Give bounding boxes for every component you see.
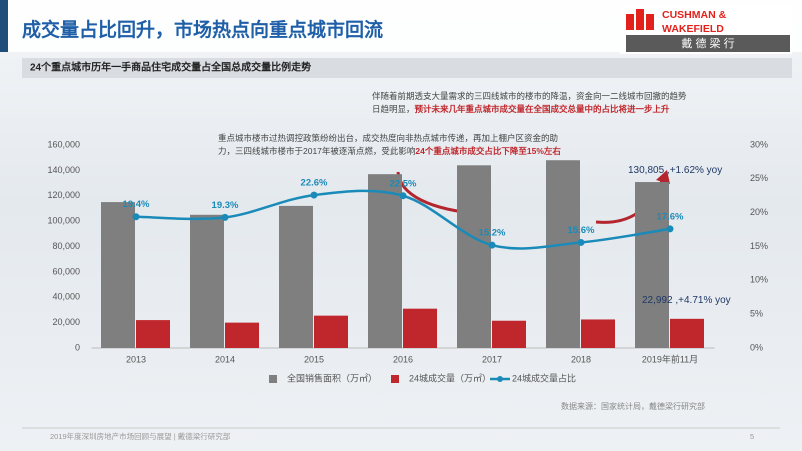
tick-label: 0 — [75, 342, 80, 352]
annotation: 重点城市楼市过热调控政策纷纷出台，成交热度向非热点城市传递，再加上棚户区资金的助… — [218, 132, 570, 158]
bar — [546, 160, 580, 348]
tick-label: 15% — [750, 241, 768, 251]
tick-label: 160,000 — [47, 139, 80, 149]
line-point — [666, 225, 674, 233]
subtitle-band — [22, 58, 792, 78]
data-label: 22.5% — [390, 178, 417, 189]
legend-label: 24城成交量（万㎡） — [409, 372, 491, 383]
annotation: 伴随着前期透支大量需求的三四线城市的楼市的降温，资金向一二线城市回撤的趋势日趋明… — [372, 90, 692, 116]
tick-label: 20,000 — [52, 317, 80, 327]
data-label: 22.6% — [301, 178, 328, 189]
x-tick-label: 2018 — [571, 354, 591, 364]
tick-label: 5% — [750, 309, 763, 319]
legend-label: 24城成交量占比 — [512, 372, 576, 383]
bar — [581, 319, 615, 348]
accent — [0, 0, 8, 52]
tick-label: 100,000 — [47, 216, 80, 226]
logo-text: CUSHMAN & — [662, 9, 727, 21]
data-label: 15.6% — [568, 225, 595, 236]
line-point — [399, 192, 407, 200]
bar — [136, 320, 170, 348]
page-number: 5 — [750, 432, 754, 441]
bar — [403, 308, 437, 348]
bar — [314, 315, 348, 348]
annotation: 130,805 ,+1.62% yoy — [628, 165, 723, 176]
x-tick-label: 2014 — [215, 354, 235, 364]
legend-swatch — [269, 375, 277, 383]
x-tick-label: 2013 — [126, 354, 146, 364]
arrow-head — [656, 170, 670, 184]
x-tick-label: 2019年前11月 — [642, 353, 698, 364]
legend-swatch — [497, 376, 503, 382]
source: 数据来源：国家统计局，戴德梁行研究部 — [561, 401, 705, 411]
x-tick-label: 2015 — [304, 354, 324, 364]
bar — [225, 322, 259, 348]
tick-label: 120,000 — [47, 190, 80, 200]
logo-cn: 戴 德 梁 行 — [681, 36, 734, 50]
data-label: 19.3% — [212, 200, 239, 211]
tick-label: 60,000 — [52, 266, 80, 276]
bar — [635, 182, 669, 348]
tick-label: 10% — [750, 275, 768, 285]
tick-label: 25% — [750, 173, 768, 183]
bar — [101, 202, 135, 348]
line-point — [577, 238, 585, 246]
legend-label: 全国销售面积（万㎡） — [287, 372, 377, 383]
annotation-text: 伴随着前期透支大量需求的三四线城市的楼市的降温，资金向一二线城市回撤的趋势日趋明… — [372, 91, 687, 114]
bar — [670, 318, 704, 348]
tick-label: 80,000 — [52, 241, 80, 251]
line-point — [488, 241, 496, 249]
x-tick-label: 2017 — [482, 354, 502, 364]
bar — [279, 205, 313, 348]
chart-title: 24个重点城市历年一手商品住宅成交量占全国总成交量比例走势 — [30, 61, 311, 74]
tick-label: 30% — [750, 139, 768, 149]
data-label: 19.4% — [123, 199, 150, 210]
footer: 2019年度深圳房地产市场回顾与展望 | 戴德梁行研究部 — [50, 431, 231, 441]
line-point — [221, 213, 229, 221]
tick-label: 40,000 — [52, 292, 80, 302]
bar — [457, 165, 491, 348]
tick-label: 0% — [750, 342, 763, 352]
line-point — [132, 213, 140, 221]
bar — [190, 214, 224, 348]
tick-label: 20% — [750, 207, 768, 217]
logo-mark — [626, 9, 654, 30]
annotation-text: 重点城市楼市过热调控政策纷纷出台，成交热度向非热点城市传递，再加上棚户区资金的助… — [218, 133, 559, 156]
bar — [368, 174, 402, 348]
logo-text: WAKEFIELD — [662, 23, 724, 35]
data-label: 15.2% — [479, 228, 506, 239]
data-label: 17.6% — [657, 211, 684, 222]
annotation-bold: 预计未来几年重点城市成交量在全国成交总量中的占比将进一步上升 — [414, 104, 670, 114]
logo-band — [626, 35, 790, 52]
legend-swatch — [391, 375, 399, 383]
x-tick-label: 2016 — [393, 354, 413, 364]
annotation-bold: 24个重点城市成交占比下降至15%左右 — [415, 146, 561, 156]
annotation: 22,992 ,+4.71% yoy — [642, 295, 731, 306]
slide-title: 成交量占比回升，市场热点向重点城市回流 — [22, 18, 383, 41]
tick-label: 140,000 — [47, 165, 80, 175]
line-point — [310, 191, 318, 199]
bar — [492, 320, 526, 348]
